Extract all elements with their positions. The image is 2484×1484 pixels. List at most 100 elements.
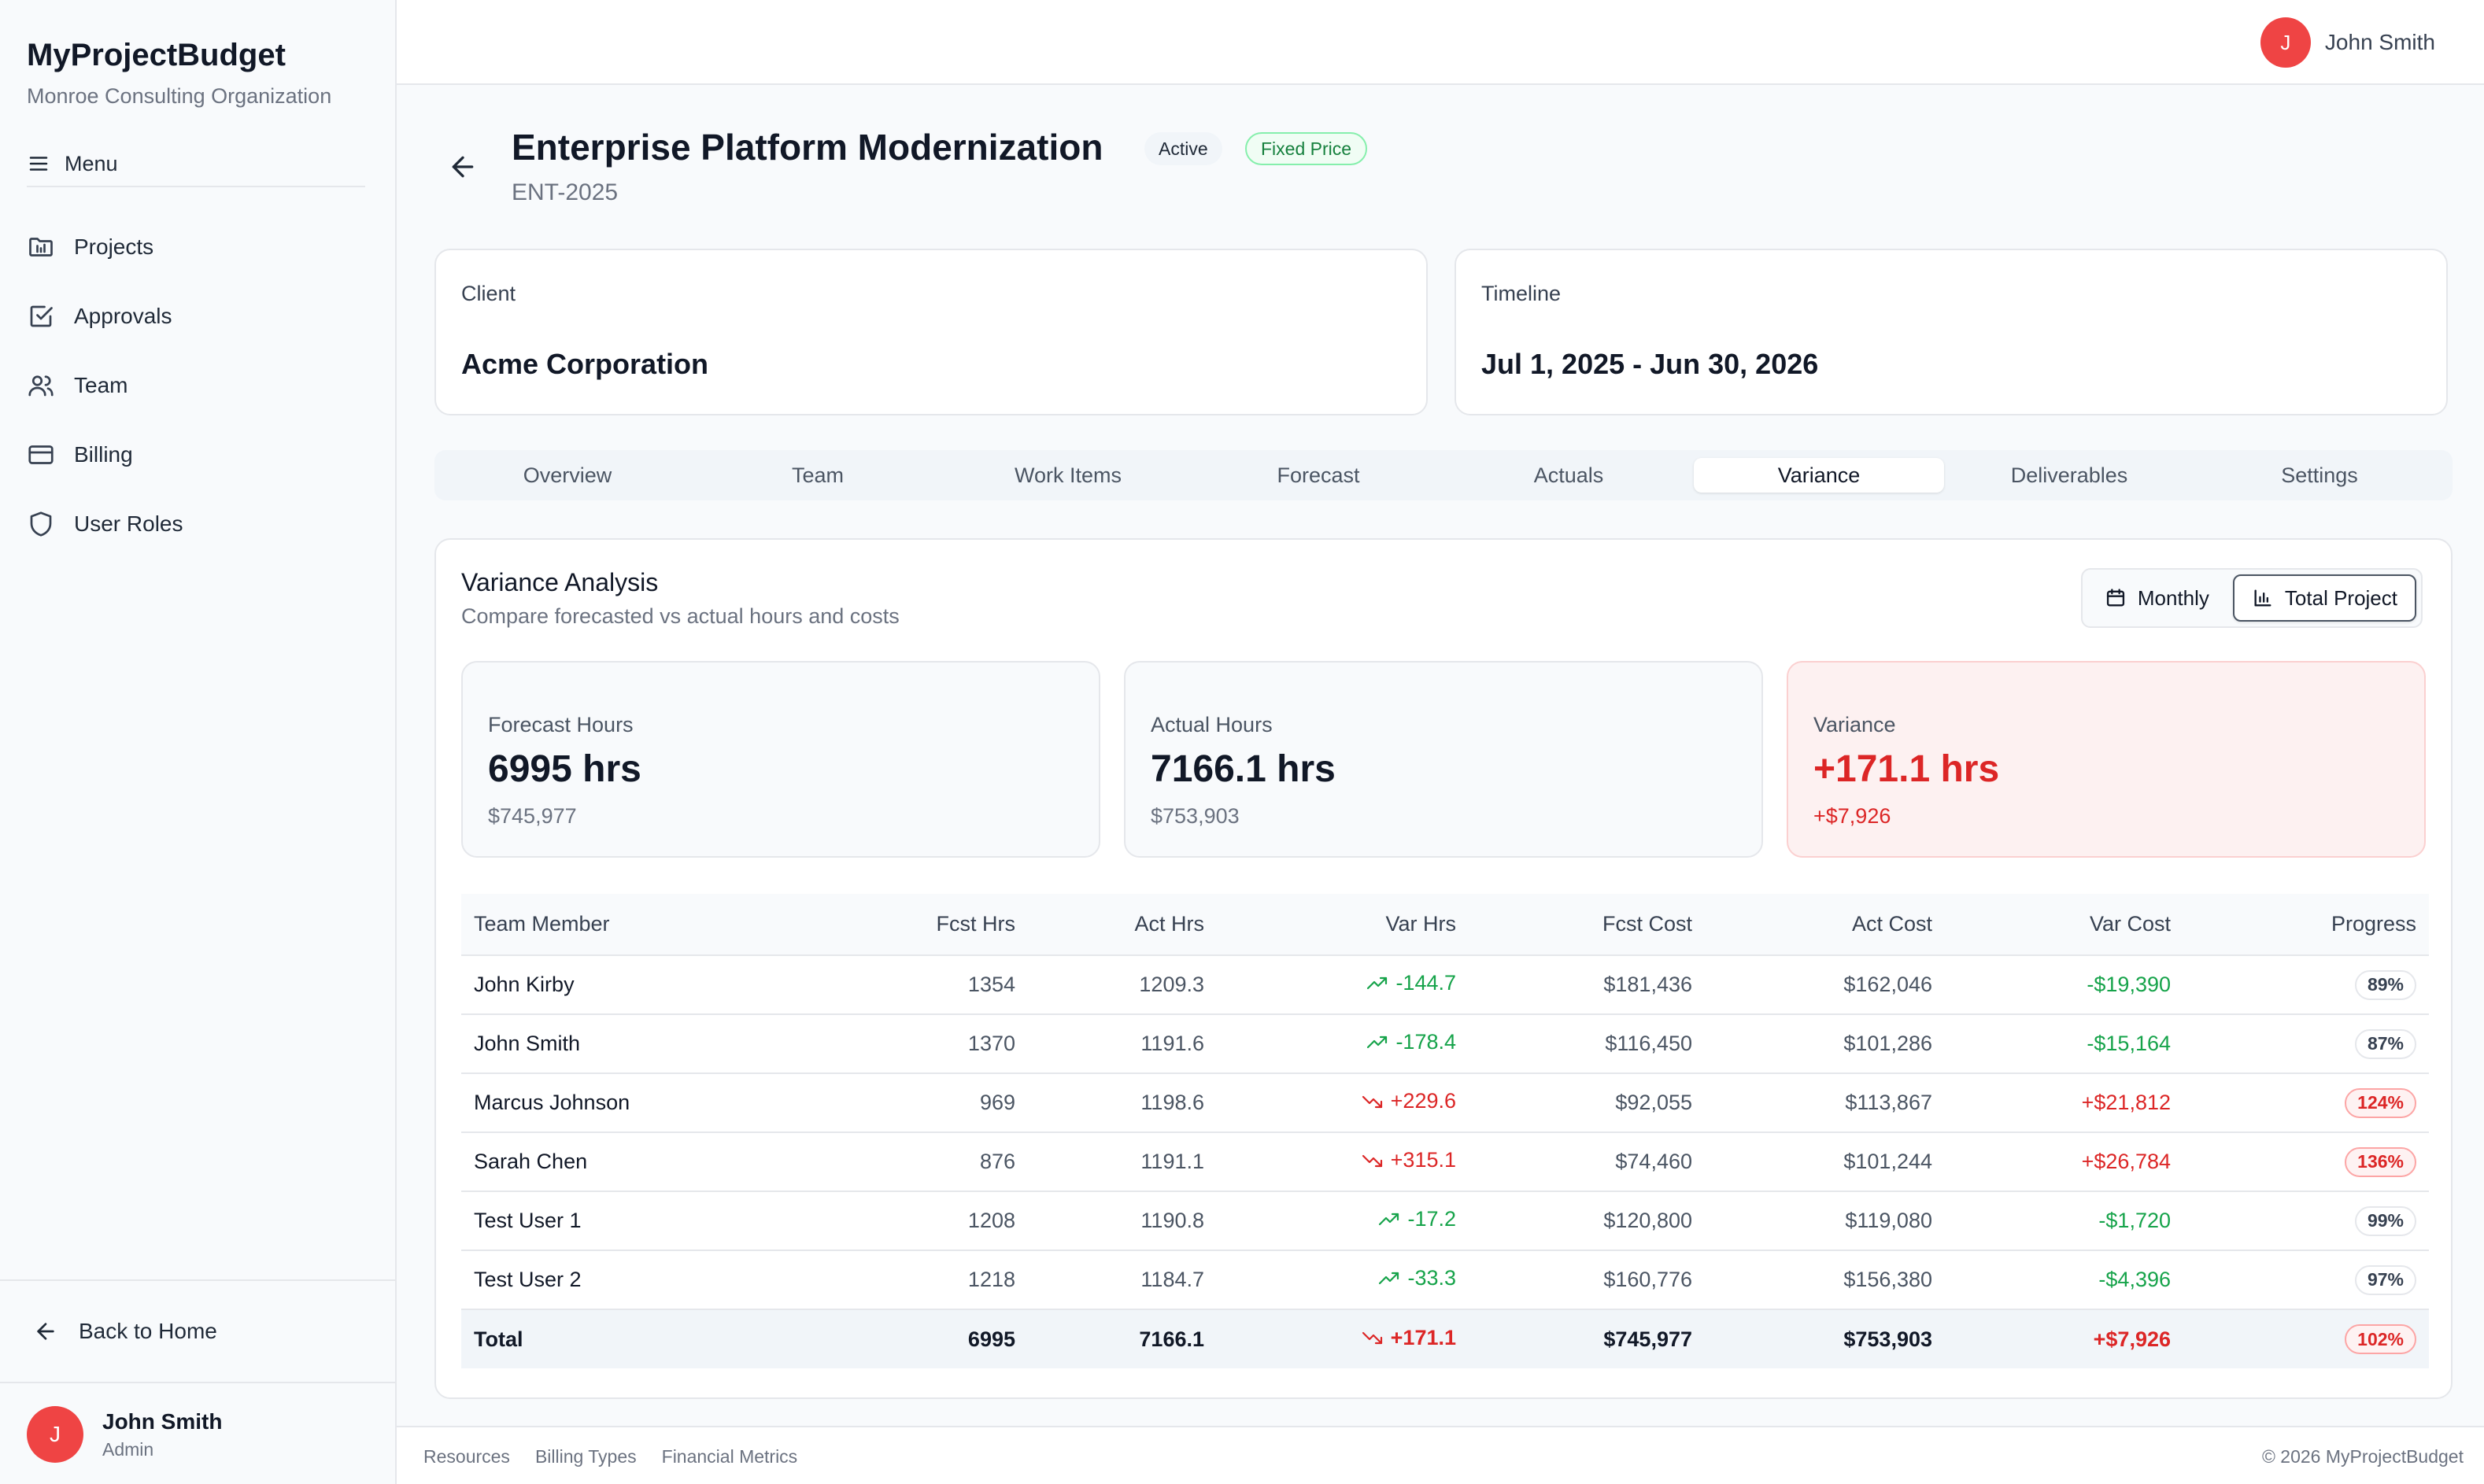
fcst-hrs: 1370 (792, 1014, 1028, 1074)
var-cost: +$7,926 (1945, 1309, 2183, 1368)
act-hrs: 1198.6 (1028, 1073, 1217, 1133)
actual-hours-card: Actual Hours 7166.1 hrs $753,903 (1124, 661, 1763, 858)
user-menu[interactable]: J John Smith (2260, 17, 2435, 68)
view-toggle: Monthly Total Project (2080, 568, 2423, 628)
var-cost: -$15,164 (1945, 1014, 2183, 1074)
var-cost: -$1,720 (1945, 1191, 2183, 1251)
progress-cell: 102% (2183, 1309, 2429, 1368)
var-cost: +$21,812 (1945, 1073, 2183, 1133)
sidebar-item-approvals[interactable]: Approvals (27, 282, 373, 351)
act-cost: $753,903 (1705, 1309, 1945, 1368)
col-fcst-cost: Fcst Cost (1469, 894, 1705, 956)
avatar: J (2260, 17, 2311, 68)
stat-label: Actual Hours (1151, 713, 1273, 736)
sidebar-user-card[interactable]: J John Smith Admin (0, 1383, 397, 1484)
menu-icon (29, 157, 48, 171)
var-hrs-value: +229.6 (1390, 1089, 1456, 1113)
shield-icon (30, 511, 52, 537)
forecast-hours-card: Forecast Hours 6995 hrs $745,977 (461, 661, 1100, 858)
progress-badge: 87% (2354, 1028, 2416, 1059)
sidebar-item-team[interactable]: Team (27, 351, 373, 420)
sidebar-item-billing[interactable]: Billing (27, 420, 373, 489)
progress-badge: 102% (2345, 1324, 2416, 1354)
tab-overview[interactable]: Overview (523, 463, 612, 487)
tab-settings[interactable]: Settings (2281, 463, 2358, 487)
app-name[interactable]: MyProjectBudget (27, 38, 286, 72)
footer-link-financial-metrics[interactable]: Financial Metrics (661, 1446, 798, 1467)
footer-link-resources[interactable]: Resources (423, 1446, 510, 1467)
var-hrs-value: -144.7 (1395, 971, 1456, 995)
page-title: Enterprise Platform Modernization (512, 127, 1103, 168)
back-arrow-icon[interactable] (447, 151, 479, 183)
tab-deliverables[interactable]: Deliverables (2010, 463, 2128, 487)
stat-value: +171.1 hrs (1813, 748, 2000, 790)
panel-title: Variance Analysis (461, 568, 659, 596)
footer: Resources Billing Types Financial Metric… (397, 1426, 2484, 1484)
progress-badge: 99% (2354, 1205, 2416, 1236)
var-hrs-value: -178.4 (1395, 1030, 1456, 1054)
menu-label: Menu (65, 151, 118, 175)
var-hrs-value: +315.1 (1390, 1148, 1456, 1172)
users-icon (28, 375, 54, 397)
sidebar-bottom: Back to Home J John Smith Admin (0, 1279, 397, 1484)
footer-links: Resources Billing Types Financial Metric… (423, 1446, 797, 1467)
act-hrs: 1191.1 (1028, 1132, 1217, 1192)
fcst-hrs: 876 (792, 1132, 1028, 1192)
progress-cell: 87% (2183, 1014, 2429, 1074)
team-member-name: John Smith (461, 1014, 792, 1074)
menu-toggle[interactable]: Menu (27, 142, 365, 187)
sidebar-item-label: User Roles (74, 511, 183, 536)
col-team-member: Team Member (461, 894, 792, 956)
col-var-cost: Var Cost (1945, 894, 2183, 956)
top-bar: J John Smith (397, 0, 2484, 85)
stat-value: 7166.1 hrs (1151, 748, 1336, 790)
var-hrs-value: +171.1 (1390, 1325, 1456, 1349)
panel-subtitle: Compare forecasted vs actual hours and c… (461, 604, 900, 628)
table-row: Sarah Chen 876 1191.1 +315.1 $74,460 $101,244… (461, 1132, 2429, 1192)
progress-cell: 99% (2183, 1191, 2429, 1251)
variance-table: Team Member Fcst Hrs Act Hrs Var Hrs Fcs… (461, 894, 2429, 1368)
team-member-name: Sarah Chen (461, 1132, 792, 1192)
sidebar-item-user-roles[interactable]: User Roles (27, 489, 373, 559)
act-hrs: 1190.8 (1028, 1191, 1217, 1251)
act-cost: $156,380 (1705, 1250, 1945, 1310)
monthly-button[interactable]: Monthly (2087, 574, 2227, 622)
table-row: Test User 1 1208 1190.8 -17.2 $120,800 $119,0… (461, 1191, 2429, 1251)
fcst-hrs: 1208 (792, 1191, 1028, 1251)
timeline-value: Jul 1, 2025 - Jun 30, 2026 (1481, 348, 1819, 380)
act-hrs: 1191.6 (1028, 1014, 1217, 1074)
trending-down-good-icon (1367, 976, 1388, 989)
total-project-button[interactable]: Total Project (2232, 574, 2416, 622)
progress-cell: 124% (2183, 1073, 2429, 1133)
brand: MyProjectBudget Monroe Consulting Organi… (27, 38, 331, 109)
team-member-name: Test User 2 (461, 1250, 792, 1310)
sidebar-item-projects[interactable]: Projects (27, 212, 373, 282)
project-tabs: Overview Team Work Items Forecast Actual… (434, 450, 2453, 500)
footer-link-billing-types[interactable]: Billing Types (534, 1446, 637, 1467)
variance-panel: Variance Analysis Compare forecasted vs … (434, 538, 2453, 1399)
trending-up-bad-icon (1362, 1332, 1382, 1345)
user-name: John Smith (102, 1408, 223, 1434)
fcst-cost: $74,460 (1469, 1132, 1705, 1192)
credit-card-icon (28, 445, 54, 464)
var-hrs: +315.1 (1217, 1132, 1469, 1192)
organization-name: Monroe Consulting Organization (27, 84, 332, 108)
stat-cost: $745,977 (488, 804, 577, 828)
tab-team[interactable]: Team (791, 463, 845, 487)
var-hrs: -33.3 (1217, 1250, 1469, 1310)
tab-forecast[interactable]: Forecast (1277, 463, 1360, 487)
fcst-cost: $92,055 (1469, 1073, 1705, 1133)
col-var-hrs: Var Hrs (1217, 894, 1469, 956)
sidebar-item-label: Approvals (74, 304, 172, 328)
col-fcst-hrs: Fcst Hrs (792, 894, 1028, 956)
sidebar-nav: Projects Approvals Team Billing User Rol… (27, 212, 373, 559)
back-to-home-link[interactable]: Back to Home (0, 1281, 397, 1383)
client-label: Client (461, 282, 516, 305)
progress-cell: 97% (2183, 1250, 2429, 1310)
tab-variance[interactable]: Variance (1694, 458, 1944, 493)
tab-actuals[interactable]: Actuals (1533, 463, 1604, 487)
tab-work-items[interactable]: Work Items (1014, 463, 1122, 487)
user-role: Admin (102, 1438, 154, 1460)
team-member-name: Marcus Johnson (461, 1073, 792, 1133)
table-header-row: Team Member Fcst Hrs Act Hrs Var Hrs Fcs… (461, 894, 2429, 956)
